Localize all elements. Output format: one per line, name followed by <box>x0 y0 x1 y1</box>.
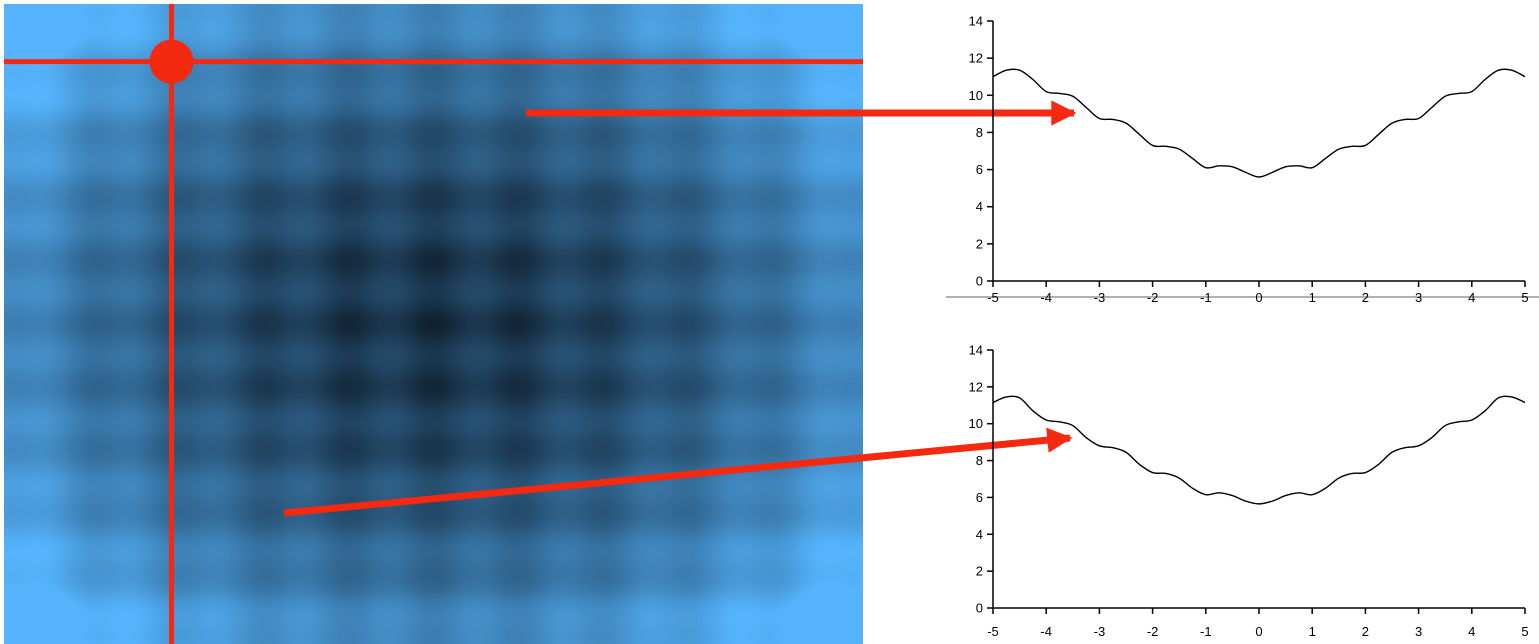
y-tick-label: 8 <box>976 125 983 140</box>
x-tick-label: -1 <box>1200 624 1212 639</box>
y-tick-label: 12 <box>969 51 983 66</box>
x-tick-label: 4 <box>1468 290 1475 305</box>
x-tick-label: 2 <box>1362 290 1369 305</box>
x-tick-label: -5 <box>987 290 999 305</box>
arrow-vertical-slice-to-bottom-plot <box>283 427 1073 517</box>
y-tick-label: 2 <box>976 564 983 579</box>
x-tick-label: 0 <box>1255 290 1262 305</box>
x-tick-label: -4 <box>1040 290 1052 305</box>
y-tick-label: 0 <box>976 274 983 289</box>
y-tick-label: 12 <box>969 379 983 394</box>
x-tick-label: 3 <box>1415 290 1422 305</box>
y-tick-label: 0 <box>976 601 983 616</box>
x-tick-label: 4 <box>1468 624 1475 639</box>
x-tick-label: -1 <box>1200 290 1212 305</box>
x-tick-label: 5 <box>1521 624 1528 639</box>
x-tick-label: 3 <box>1415 624 1422 639</box>
x-tick-label: -5 <box>987 624 999 639</box>
x-tick-label: 5 <box>1521 290 1528 305</box>
x-tick-label: -3 <box>1094 624 1106 639</box>
x-tick-label: 1 <box>1309 624 1316 639</box>
y-tick-label: 14 <box>969 14 983 29</box>
x-tick-label: 1 <box>1309 290 1316 305</box>
y-tick-label: 8 <box>976 453 983 468</box>
y-tick-label: 4 <box>976 199 983 214</box>
y-tick-label: 6 <box>976 162 983 177</box>
series-line-bottom <box>992 395 1526 505</box>
y-tick-label: 14 <box>969 343 983 358</box>
x-tick-label: -2 <box>1147 290 1159 305</box>
y-tick-label: 10 <box>969 416 983 431</box>
y-tick-label: 4 <box>976 527 983 542</box>
x-tick-label: 0 <box>1255 624 1262 639</box>
x-tick-label: -4 <box>1040 624 1052 639</box>
y-tick-label: 2 <box>976 236 983 251</box>
y-tick-label: 6 <box>976 490 983 505</box>
y-tick-label: 10 <box>969 88 983 103</box>
x-tick-label: -2 <box>1147 624 1159 639</box>
series-line-top <box>992 68 1526 178</box>
x-tick-label: -3 <box>1094 290 1106 305</box>
plot-divider <box>946 296 1539 298</box>
x-tick-label: 2 <box>1362 624 1369 639</box>
crosshair-marker-dot <box>149 39 194 84</box>
